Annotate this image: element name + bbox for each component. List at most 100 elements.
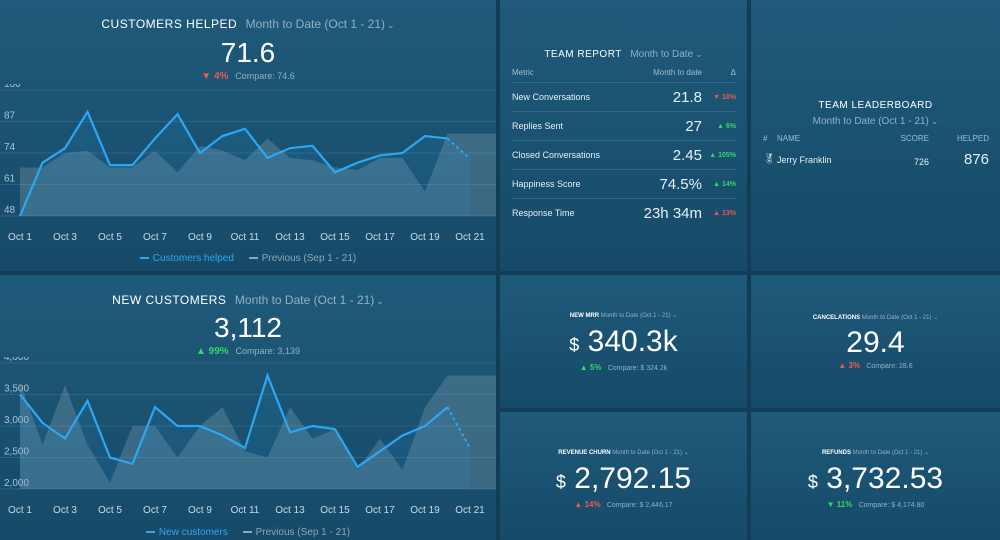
metric-name: Response Time <box>512 208 575 219</box>
metric-value: 340.3k <box>587 325 678 358</box>
change-percent: 5% <box>589 363 602 372</box>
widget-title: NEW CUSTOMERS <box>112 293 227 307</box>
x-tick-label: Oct 7 <box>143 505 167 516</box>
period-dropdown[interactable]: Month to Date <box>630 49 694 60</box>
y-tick-label: 74 <box>4 142 16 153</box>
column-header: # <box>763 134 768 143</box>
chevron-down-icon[interactable]: ⌄ <box>695 49 703 59</box>
compare-label: Compare: 28.6 <box>866 363 913 370</box>
metric-value-row: $ 2,792.15 <box>500 462 747 496</box>
period-dropdown[interactable]: Month to Date (Oct 1 - 21) <box>861 315 932 321</box>
legend-item[interactable]: Previous (Sep 1 - 21) <box>242 527 351 538</box>
chevron-down-icon[interactable]: ⌄ <box>682 450 689 456</box>
metric-name: Closed Conversations <box>512 140 627 170</box>
x-tick-label: Oct 11 <box>231 505 260 516</box>
current-series-area <box>20 111 470 216</box>
metric-value: 21.8 <box>626 82 702 112</box>
chevron-down-icon[interactable]: ⌄ <box>670 313 678 319</box>
medal-icon: 🏅︎ <box>763 154 776 165</box>
column-header: SCORE <box>900 134 929 143</box>
table-row: Replies Sent 27 ▲ 6% <box>512 111 736 141</box>
change-percent: 99% <box>208 346 229 357</box>
widget-header: REFUNDS Month to Date (Oct 1 - 21) ⌄ <box>751 449 1000 456</box>
table-row: New Conversations 21.8 ▼ 10% <box>512 82 736 112</box>
x-tick-label: Oct 3 <box>53 505 77 516</box>
arrow-up-icon: ▲ <box>713 209 722 217</box>
compare-row: ▼ 4% Compare: 74.6 <box>0 71 496 82</box>
widget-title: TEAM REPORT <box>544 49 622 60</box>
compare-label: Compare: $ 2,446.17 <box>606 502 673 509</box>
arrow-down-icon: ▼ <box>826 500 835 509</box>
customers-helped-chart: 100 87 74 61 48 Oct 1 Oct 3 Oct 5 Oct 7 Oct 9 Oct … <box>0 84 496 243</box>
new-customers-widget: NEW CUSTOMERS Month to Date (Oct 1 - 21)… <box>0 275 496 540</box>
chevron-down-icon[interactable]: ⌄ <box>922 450 930 456</box>
compare-row: ▲ 14% Compare: $ 2,446.17 <box>500 500 747 509</box>
period-dropdown[interactable]: Month to Date (Oct 1 - 21) <box>245 17 386 31</box>
table-row[interactable]: 🏅︎ Jerry Franklin 726 876 <box>763 151 989 168</box>
x-tick-label: Oct 9 <box>188 232 212 243</box>
x-tick-label: Oct 7 <box>143 232 167 243</box>
agent-score: 726 <box>913 156 929 167</box>
previous-series-area <box>20 375 496 489</box>
metric-value: 71.6 <box>220 37 276 68</box>
period-dropdown[interactable]: Month to Date (Oct 1 - 21) <box>234 293 375 307</box>
legend-item[interactable]: Previous (Sep 1 - 21) <box>248 253 357 264</box>
period-dropdown[interactable]: Month to Date (Oct 1 - 21) <box>852 450 923 456</box>
column-header: HELPED <box>956 134 989 143</box>
x-tick-label: Oct 3 <box>53 232 77 243</box>
change-percent: 3% <box>848 361 861 370</box>
period-dropdown[interactable]: Month to Date (Oct 1 - 21) <box>812 116 929 127</box>
metric-value: 27 <box>626 111 702 141</box>
widget-title: REFUNDS <box>821 450 851 456</box>
metric-value: 3,732.53 <box>826 462 944 495</box>
table-row: Response Time 23h 34m ▲ 13% <box>512 199 736 228</box>
widget-title: NEW MRR <box>569 313 600 319</box>
delta-value: 6% <box>725 122 736 130</box>
x-tick-label: Oct 19 <box>410 505 440 516</box>
team-report-table: Metric Month to date Δ New Conversations… <box>512 68 736 228</box>
metric-value: 2.45 <box>626 140 702 170</box>
compare-label: Compare: $ 324.2k <box>607 365 668 372</box>
chevron-down-icon[interactable]: ⌄ <box>376 296 384 306</box>
y-tick-label: 61 <box>4 174 16 185</box>
metric-value: 2,792.15 <box>574 462 692 495</box>
legend-label: Previous (Sep 1 - 21) <box>255 527 351 538</box>
change-percent: 4% <box>213 71 229 82</box>
widget-title: REVENUE CHURN <box>558 450 611 456</box>
legend-label: Previous (Sep 1 - 21) <box>261 253 357 264</box>
y-tick-label: 87 <box>4 111 16 122</box>
x-tick-label: Oct 15 <box>320 505 350 516</box>
current-series-line <box>19 372 449 469</box>
current-series-line <box>18 109 448 217</box>
arrow-up-icon: ▲ <box>709 151 719 159</box>
metric-value: 3,112 <box>214 312 282 343</box>
chevron-down-icon[interactable]: ⌄ <box>930 116 939 126</box>
legend-item[interactable]: New customers <box>145 527 228 538</box>
y-tick-label: 100 <box>4 84 21 90</box>
arrow-up-icon: ▲ <box>574 500 583 509</box>
legend-item[interactable]: Customers helped <box>139 253 234 264</box>
chart-legend: New customers Previous (Sep 1 - 21) <box>0 527 496 538</box>
column-header: Δ <box>702 68 736 83</box>
new-customers-chart: 4,000 3,500 3,000 2,500 2,000 Oct 1 Oct 3 Oct 5… <box>0 357 496 516</box>
period-dropdown[interactable]: Month to Date (Oct 1 - 21) <box>600 313 671 319</box>
metric-value: 23h 34m <box>643 204 702 222</box>
x-tick-label: Oct 19 <box>410 232 440 243</box>
metric-value-row: $ 340.3k <box>500 325 747 359</box>
legend-swatch <box>242 531 252 534</box>
y-tick-label: 4,000 <box>4 357 29 363</box>
change-percent: 11% <box>836 500 853 509</box>
arrow-up-icon: ▲ <box>713 180 722 188</box>
metric-value: 74.5% <box>626 169 702 199</box>
widget-header: NEW MRR Month to Date (Oct 1 - 21) ⌄ <box>500 312 747 319</box>
delta-value: 105% <box>718 151 736 159</box>
currency-symbol: $ <box>555 472 566 492</box>
period-dropdown[interactable]: Month to Date (Oct 1 - 21) <box>612 450 682 456</box>
chevron-down-icon[interactable]: ⌄ <box>931 315 939 321</box>
column-header: NAME <box>777 134 801 143</box>
legend-swatch <box>248 257 258 260</box>
table-row: Closed Conversations 2.45 ▲ 105% <box>512 140 736 170</box>
table-row: Happiness Score 74.5% ▲ 14% <box>512 169 736 199</box>
chevron-down-icon[interactable]: ⌄ <box>387 20 395 30</box>
chart-legend: Customers helped Previous (Sep 1 - 21) <box>0 253 496 264</box>
